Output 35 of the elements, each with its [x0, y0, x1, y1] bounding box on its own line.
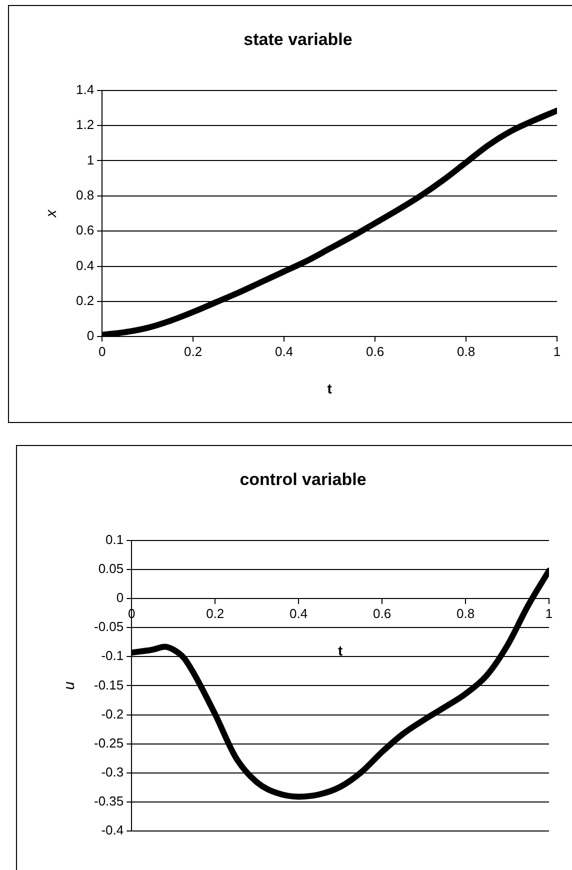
y-axis-title: x — [43, 209, 60, 218]
x-tick-label: 0.8 — [456, 606, 475, 621]
x-tick-label: 0.6 — [373, 606, 392, 621]
y-tick-label: -0.3 — [101, 764, 124, 780]
x-tick-label: 0.6 — [366, 344, 384, 359]
y-tick-label: 0.8 — [76, 187, 94, 202]
y-tick-label: -0.05 — [94, 619, 124, 634]
x-tick-label: 0.2 — [184, 344, 202, 359]
y-tick-label: -0.15 — [94, 677, 124, 692]
x-tick-label: 1 — [545, 606, 553, 621]
y-tick-label: 1 — [86, 152, 94, 168]
y-tick-label: 0 — [116, 590, 124, 606]
y-tick-label: 0.05 — [98, 561, 124, 576]
y-tick-label: -0.2 — [101, 706, 124, 722]
x-tick-label: 0.2 — [206, 606, 224, 621]
x-tick-label: 0.4 — [275, 344, 294, 359]
y-tick-label: 0.6 — [76, 222, 94, 238]
x-tick-label: 0.4 — [290, 606, 308, 621]
y-tick-label: 0 — [86, 328, 94, 344]
y-tick-label: -0.35 — [94, 794, 124, 809]
x-tick-label: 1 — [553, 344, 561, 359]
x-axis-title: t — [327, 380, 332, 396]
x-tick-label: 0.8 — [456, 344, 476, 359]
y-tick-label: -0.1 — [101, 648, 124, 664]
y-tick-label: 0.4 — [76, 258, 94, 273]
y-tick-label: 0.2 — [76, 293, 94, 308]
y-tick-label: 1.2 — [76, 117, 94, 132]
x-axis-title: t — [338, 642, 343, 658]
chart-title: control variable — [240, 470, 366, 489]
y-tick-label: 0.1 — [106, 532, 124, 547]
y-tick-label: 1.4 — [76, 82, 94, 97]
y-axis-title: u — [61, 680, 78, 690]
y-tick-label: -0.4 — [101, 822, 124, 838]
y-tick-label: -0.25 — [94, 735, 124, 750]
chart-title: state variable — [244, 30, 352, 49]
